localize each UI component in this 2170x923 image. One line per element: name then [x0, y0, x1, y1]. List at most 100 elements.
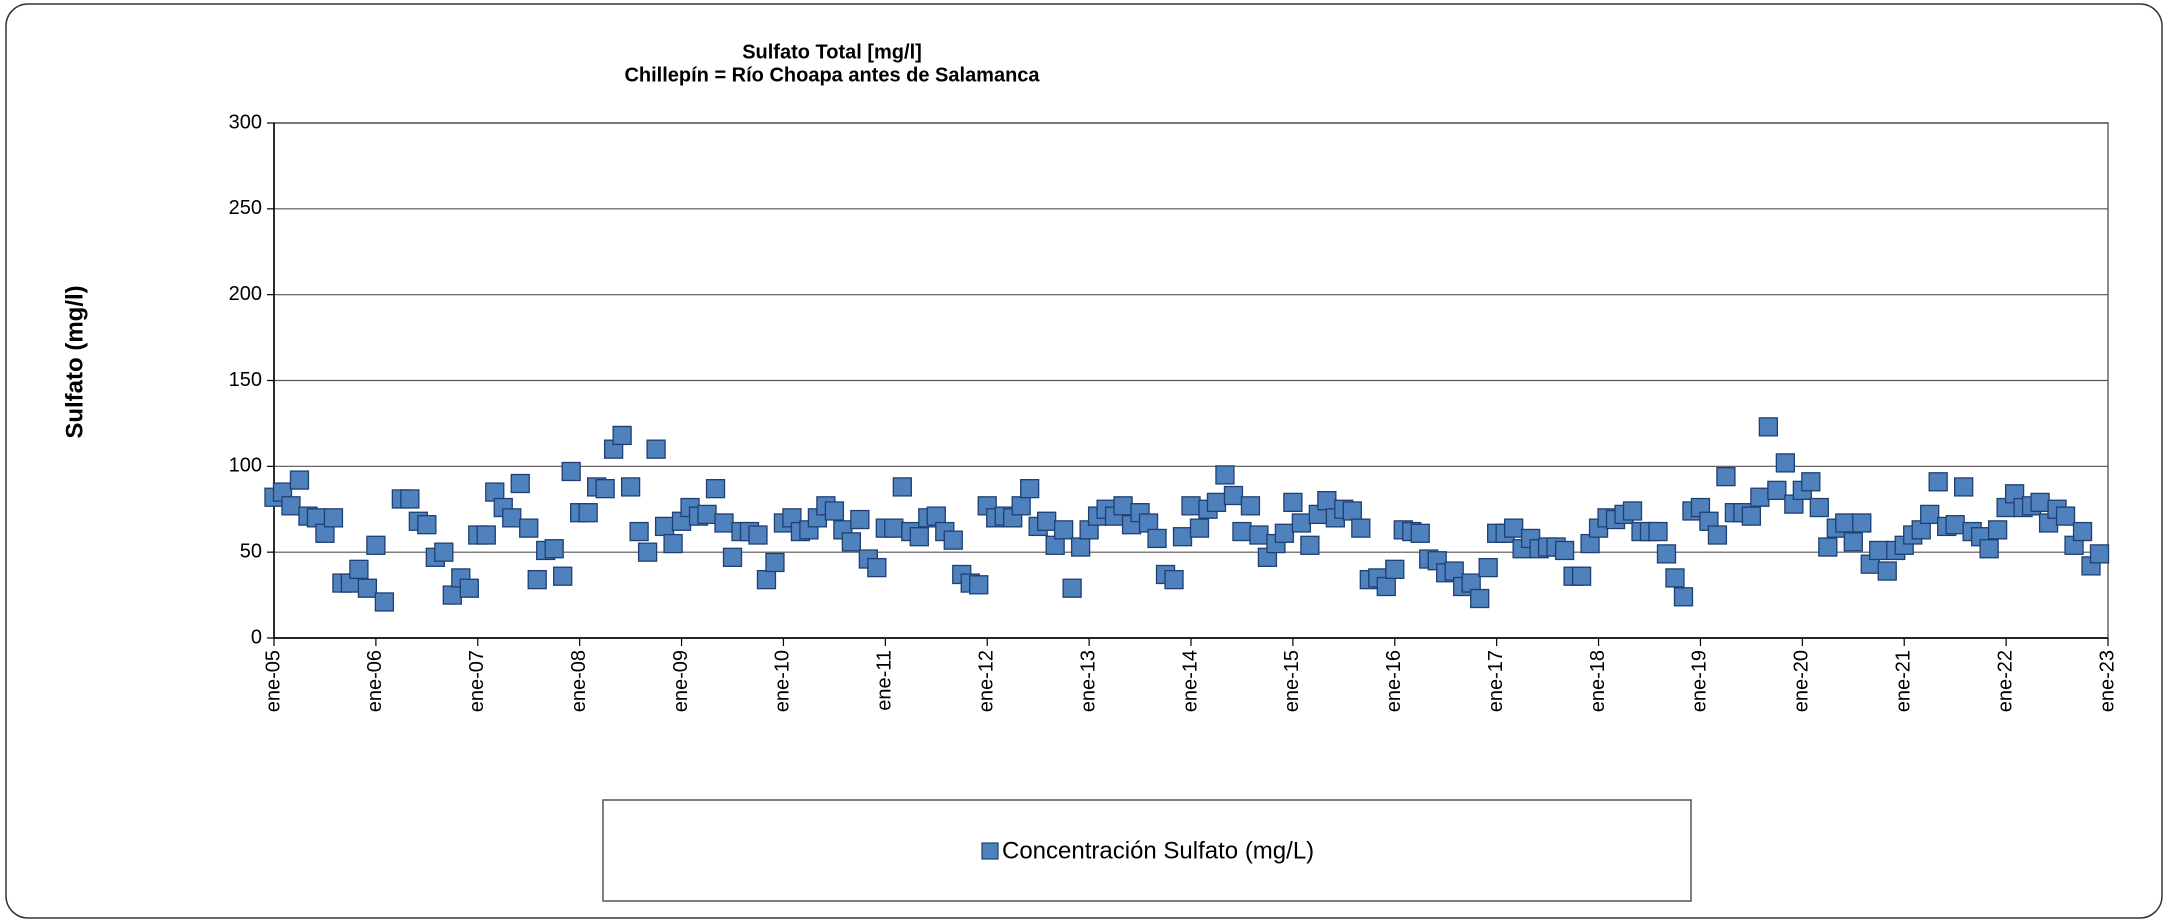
data-point [502, 508, 522, 528]
data-point [1775, 453, 1796, 473]
y-axis-label: Sulfato (mg/l) [61, 285, 88, 438]
y-tick-label: 150 [229, 369, 262, 391]
chart-subtitle: Chillepín = Río Choapa antes de Salamanc… [624, 64, 1040, 86]
data-point [1843, 532, 1863, 552]
data-point [1987, 520, 2008, 540]
data-point [850, 509, 870, 530]
x-tick-label: ene-19 [1689, 650, 1711, 712]
legend-label: Concentración Sulfato (mg/L) [1002, 837, 1314, 864]
data-point [1351, 518, 1371, 538]
data-point [646, 439, 666, 459]
data-point [620, 477, 641, 497]
data-point [544, 539, 564, 559]
data-point [765, 552, 785, 573]
data-point [722, 547, 743, 567]
data-point [1181, 496, 1201, 516]
x-tick-label: ene-13 [1077, 650, 1099, 712]
data-point [612, 425, 632, 446]
y-tick-label: 250 [229, 197, 262, 219]
data-point [357, 578, 378, 598]
data-point [1818, 537, 1838, 557]
data-point [527, 569, 547, 590]
data-point [1801, 472, 1821, 492]
data-point [1648, 521, 1668, 542]
data-point [1470, 588, 1490, 609]
data-point [1291, 513, 1312, 533]
data-point [1928, 472, 1948, 492]
data-point [1852, 513, 1872, 533]
data-point [1283, 492, 1303, 513]
data-point [663, 533, 683, 554]
data-point [417, 515, 437, 535]
data-point [629, 521, 649, 542]
data-point [884, 518, 904, 538]
data-point [1342, 501, 1362, 521]
data-point [697, 504, 717, 525]
data-point [1172, 527, 1193, 547]
chart-title: Sulfato Total [mg/l] [742, 41, 922, 63]
data-point [1758, 417, 1779, 437]
legend-marker [981, 842, 999, 860]
x-tick-label: ene-15 [1281, 650, 1303, 712]
y-tick-label: 200 [229, 283, 262, 305]
data-point [323, 508, 344, 528]
data-point [1979, 539, 1999, 559]
data-point [1920, 504, 1940, 525]
x-tick-label: ene-05 [262, 650, 284, 712]
data-point [654, 516, 675, 537]
data-point [1070, 537, 1091, 557]
data-point [1945, 515, 1965, 535]
data-point [1376, 576, 1396, 597]
data-point [748, 525, 768, 545]
data-point [1478, 557, 1498, 578]
data-point [442, 585, 462, 605]
data-point [1673, 587, 1694, 607]
data-point [1053, 520, 1074, 540]
data-point [561, 461, 581, 482]
data-point [1164, 569, 1184, 590]
x-tick-label: ene-07 [466, 650, 488, 712]
data-point [281, 496, 301, 516]
y-tick-label: 0 [251, 626, 262, 648]
data-point [1716, 466, 1736, 487]
data-point [909, 527, 929, 547]
data-point [595, 478, 615, 499]
data-point [1147, 528, 1167, 549]
data-point [1877, 561, 1897, 581]
data-point [1317, 491, 1337, 511]
data-point [1189, 518, 1210, 538]
data-point [1249, 525, 1269, 545]
data-point [1206, 492, 1227, 513]
data-point [1037, 511, 1057, 531]
data-point [1554, 540, 1575, 561]
data-point [1750, 487, 1770, 507]
data-point [1113, 496, 1133, 516]
data-point [969, 575, 989, 595]
legend-box [602, 799, 1692, 902]
data-point [1232, 521, 1252, 542]
data-point [892, 477, 912, 497]
data-point [400, 489, 420, 509]
data-point [1622, 501, 1643, 521]
data-point [1767, 480, 1787, 501]
x-tick-label: ene-20 [1791, 650, 1813, 712]
y-tick-label: 300 [229, 111, 262, 133]
x-tick-label: ene-23 [2096, 650, 2118, 712]
data-point [578, 503, 598, 523]
y-tick-label: 50 [240, 540, 262, 562]
data-point [1954, 477, 1974, 497]
x-tick-label: ene-16 [1383, 650, 1405, 712]
data-point [824, 501, 845, 521]
data-point [476, 525, 496, 545]
data-point [1011, 496, 1031, 516]
x-tick-label: ene-12 [976, 650, 998, 712]
data-point [434, 542, 454, 562]
data-point [705, 478, 726, 499]
data-point [289, 470, 310, 490]
x-tick-label: ene-08 [568, 650, 590, 712]
data-point [1215, 465, 1235, 485]
data-point [637, 542, 658, 562]
data-point [1869, 540, 1889, 561]
data-point [1741, 506, 1762, 526]
data-point [1062, 578, 1082, 598]
